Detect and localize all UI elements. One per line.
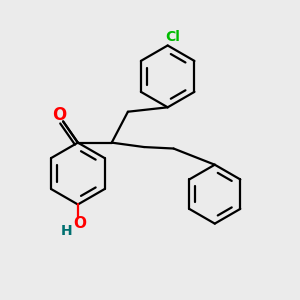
- Text: O: O: [52, 106, 67, 124]
- Text: H: H: [61, 224, 73, 238]
- Text: O: O: [74, 216, 87, 231]
- Text: Cl: Cl: [166, 30, 180, 44]
